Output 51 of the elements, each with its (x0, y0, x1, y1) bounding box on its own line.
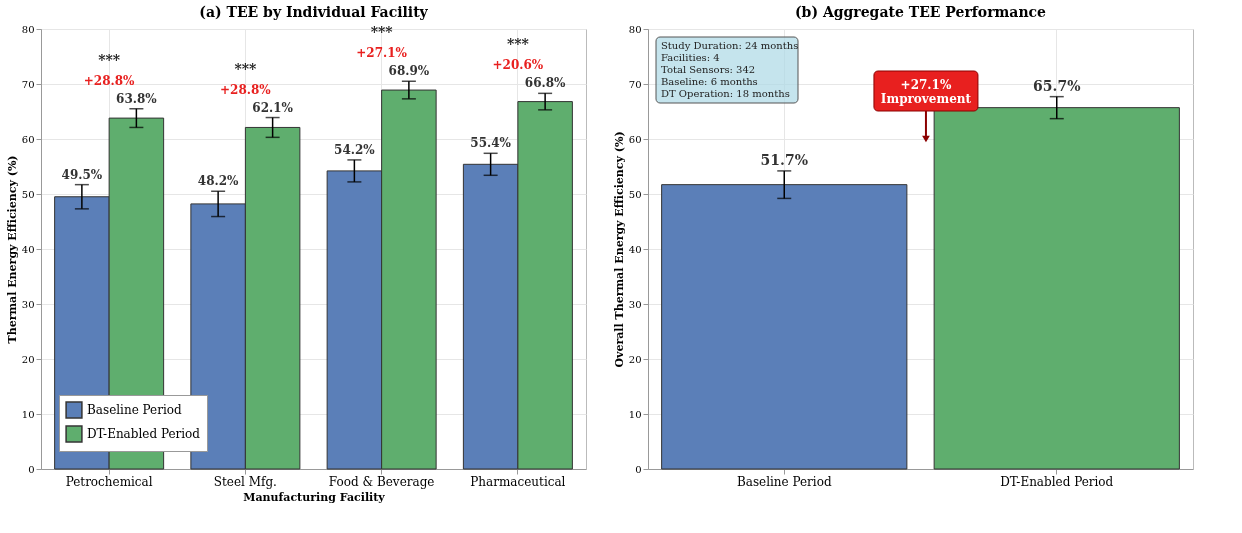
y-axis-title: Overall Thermal Energy Efficiency (%) (612, 131, 626, 368)
x-tick-label: Food & Beverage (328, 474, 435, 489)
annotation: *** (370, 24, 394, 41)
y-tick-label: 20 (628, 353, 642, 365)
y-tick-label: 30 (628, 298, 642, 310)
data-label: 51.7% (760, 151, 808, 168)
y-tick-label: 10 (21, 408, 35, 420)
y-tick-label: 50 (21, 188, 35, 200)
y-axis-title: Thermal Energy Efficiency (%) (5, 155, 19, 344)
x-tick-label: DT-Enabled Period (1000, 474, 1114, 489)
y-tick-label: 80 (628, 23, 642, 35)
y-tick-label: 40 (21, 243, 35, 255)
annotation: *** (234, 60, 258, 77)
annotation: *** (98, 51, 121, 68)
y-tick-label: 80 (21, 23, 35, 35)
x-tick-label: Petrochemical (65, 474, 153, 489)
annotation: Study Duration: 24 months Facilities: 4 Total Sensors: 342 Baseline: 6 months DT Operation: 18 months (661, 40, 799, 99)
y-tick-label: 40 (628, 243, 642, 255)
annotation: +27.1% Improvement (880, 78, 972, 106)
annotation: *** (506, 36, 530, 53)
x-axis-title: Manufacturing Facility (243, 490, 386, 504)
data-label: 68.9% (388, 64, 430, 79)
annotation: +20.6% (492, 58, 544, 73)
data-label: 48.2% (197, 174, 240, 189)
data-label: 63.8% (116, 91, 158, 106)
annotation: +27.1% (356, 46, 408, 61)
legend-label: Baseline Period (87, 403, 182, 417)
y-tick-label: 30 (21, 298, 35, 310)
y-tick-label: 20 (21, 353, 35, 365)
data-label: 54.2% (334, 142, 376, 157)
chart-title: (b) Aggregate TEE Performance (794, 4, 1047, 20)
data-label: 65.7% (1033, 77, 1081, 94)
y-tick-label: 50 (628, 188, 642, 200)
y-tick-label: 60 (628, 133, 642, 145)
annotation: +28.8% (220, 82, 272, 97)
y-tick-label: 60 (21, 133, 35, 145)
y-tick-label: 70 (21, 78, 35, 90)
y-tick-label: 10 (628, 408, 642, 420)
x-tick-label: Baseline Period (736, 474, 832, 489)
data-label: 55.4% (470, 136, 512, 151)
y-tick-label: 0 (28, 463, 35, 475)
x-tick-label: Pharmaceutical (470, 474, 566, 489)
data-label: 49.5% (61, 167, 103, 182)
legend-label: DT-Enabled Period (87, 427, 201, 441)
y-tick-label: 0 (635, 463, 642, 475)
data-label: 66.8% (524, 76, 567, 91)
annotation: +28.8% (83, 73, 136, 88)
y-tick-label: 70 (628, 78, 642, 90)
data-label: 62.1% (252, 100, 294, 115)
chart-title: (a) TEE by Individual Facility (199, 4, 429, 20)
x-tick-label: Steel Mfg. (213, 474, 277, 489)
